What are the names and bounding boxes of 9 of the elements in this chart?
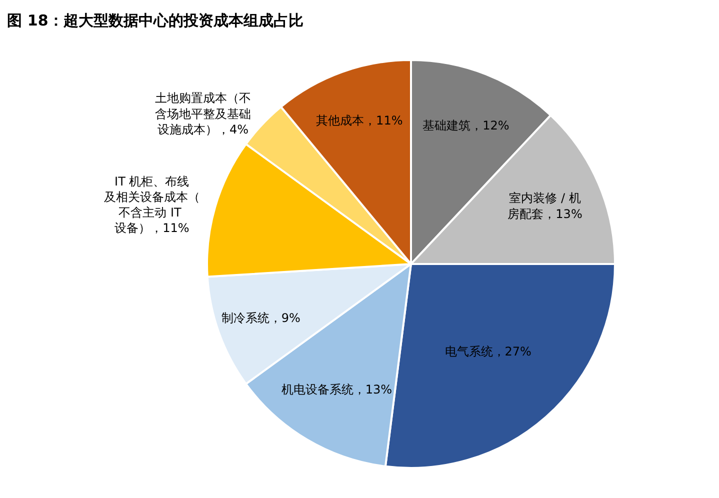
slice-label: 基础建筑，12% xyxy=(422,118,510,132)
slice-label: 其他成本，11% xyxy=(316,114,403,128)
slice-label: 机电设备系统，13% xyxy=(281,382,392,397)
slice-label: 室内装修 / 机房配套，13% xyxy=(508,191,582,221)
slice-label: 土地购置成本（不含场地平整及基础设施成本），4% xyxy=(154,91,251,136)
slice-label: 制冷系统，9% xyxy=(221,311,300,326)
slice-label: 电气系统，27% xyxy=(444,344,532,358)
slice-label: IT 机柜、布线及相关设备成本（不含主动 IT 设备），11% xyxy=(104,174,200,236)
chart-title: 图 18：超大型数据中心的投资成本组成占比 xyxy=(7,11,304,30)
